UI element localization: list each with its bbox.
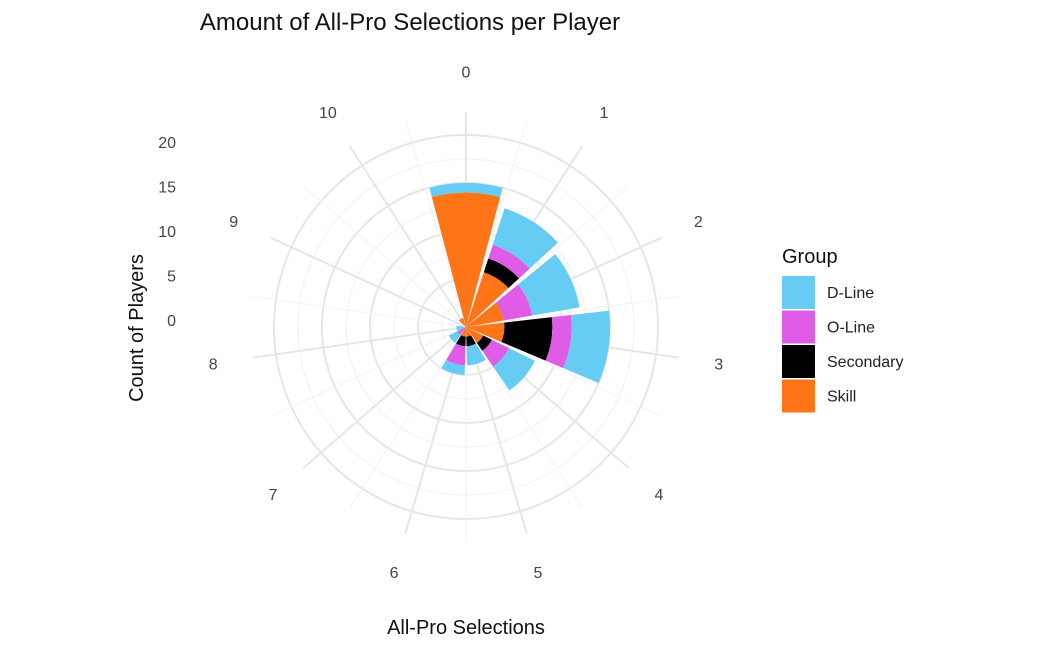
legend-title: Group [782, 246, 838, 268]
angle-tick-label-3: 3 [714, 356, 723, 373]
grid-spoke-minor [465, 185, 629, 328]
angle-tick-label-8: 8 [209, 356, 218, 373]
radial-tick-label-10: 10 [158, 224, 176, 241]
bar-segment-skill-0 [431, 192, 501, 327]
grid-spoke [302, 326, 467, 469]
bar-segment-secondary-5 [466, 335, 476, 347]
angle-tick-label-6: 6 [390, 565, 399, 582]
angle-tick-label-4: 4 [655, 487, 664, 504]
legend-swatch-secondary [782, 345, 815, 378]
bar-segment-skill-6 [461, 327, 466, 337]
grid-spoke [269, 236, 467, 328]
grid-spoke-minor [253, 295, 467, 328]
radial-tick-label-15: 15 [158, 180, 176, 197]
bar-segment-d-line-4 [493, 348, 535, 391]
grid-spoke-minor [465, 120, 528, 328]
angle-tick-label-1: 1 [600, 105, 609, 122]
bar-segment-skill-5 [466, 327, 471, 337]
x-axis-title: All-Pro Selections [387, 617, 545, 639]
angle-tick-label-9: 9 [229, 214, 238, 231]
bar-segment-o-line-7 [457, 327, 466, 335]
y-axis-title: Count of Players [126, 254, 148, 402]
bar-segment-skill-1 [466, 272, 509, 327]
bar-segment-d-line-8 [456, 325, 466, 331]
legend-label-d-line: D-Line [827, 285, 874, 302]
bar-segment-secondary-6 [456, 335, 466, 347]
bar-segment-d-line-5 [466, 343, 486, 366]
angle-tick-labels: 0 1 2 3 4 5 6 7 8 9 10 [209, 65, 724, 582]
bar-segment-skill-10 [458, 317, 466, 327]
grid-spoke-minor [465, 326, 583, 509]
grid-spoke [253, 326, 467, 359]
bar-segment-o-line-2 [495, 284, 533, 321]
angle-tick-label-10: 10 [319, 105, 337, 122]
legend: Group D-Line O-Line Secondary Skill [782, 246, 904, 413]
radial-tick-label-0: 0 [167, 313, 176, 330]
bar-segment-o-line-3 [545, 314, 572, 369]
legend-swatch-skill [782, 379, 815, 413]
bar-segment-d-line-0 [429, 183, 503, 198]
bar-segment-skill-3 [466, 322, 505, 342]
radial-tick-label-20: 20 [158, 135, 176, 152]
bar-segment-d-line-3 [563, 310, 610, 384]
legend-label-secondary: Secondary [827, 354, 904, 371]
legend-label-o-line: O-Line [827, 320, 875, 337]
bars-layer [429, 183, 610, 391]
grid-spoke [348, 145, 467, 328]
bar-segment-o-line-4 [482, 339, 510, 367]
bar-segment-skill-2 [466, 302, 504, 327]
radial-tick-labels: 0 5 10 15 20 [158, 135, 176, 330]
bar-segment-secondary-4 [476, 335, 492, 351]
legend-swatch-o-line [782, 310, 815, 344]
angle-tick-label-0: 0 [462, 65, 471, 82]
bar-segment-d-line-7 [448, 331, 461, 343]
legend-label-skill: Skill [827, 389, 856, 406]
angle-tick-label-5: 5 [533, 565, 542, 582]
grid-spoke-minor [349, 326, 467, 509]
chart-title: Amount of All-Pro Selections per Player [200, 9, 620, 36]
bar-segment-o-line-1 [488, 244, 530, 279]
bar-segment-d-line-1 [492, 208, 558, 269]
grid-spoke-minor [404, 120, 467, 328]
grid-spoke-minor [465, 295, 679, 328]
radial-tick-label-5: 5 [167, 269, 176, 286]
bar-segment-secondary-3 [501, 317, 553, 361]
bar-segment-o-line-6 [446, 343, 466, 366]
bar-segment-d-line-2 [518, 254, 580, 316]
grid-spoke-minor [270, 326, 467, 417]
bar-segment-skill-4 [466, 327, 484, 343]
bar-segment-d-line-6 [441, 359, 465, 375]
legend-swatch-d-line [782, 276, 815, 309]
angle-tick-label-7: 7 [269, 487, 278, 504]
bar-segment-secondary-1 [483, 258, 520, 289]
grid-spoke-minor [303, 185, 467, 328]
grid-spoke-minor [465, 326, 662, 417]
angle-tick-label-2: 2 [694, 214, 703, 231]
